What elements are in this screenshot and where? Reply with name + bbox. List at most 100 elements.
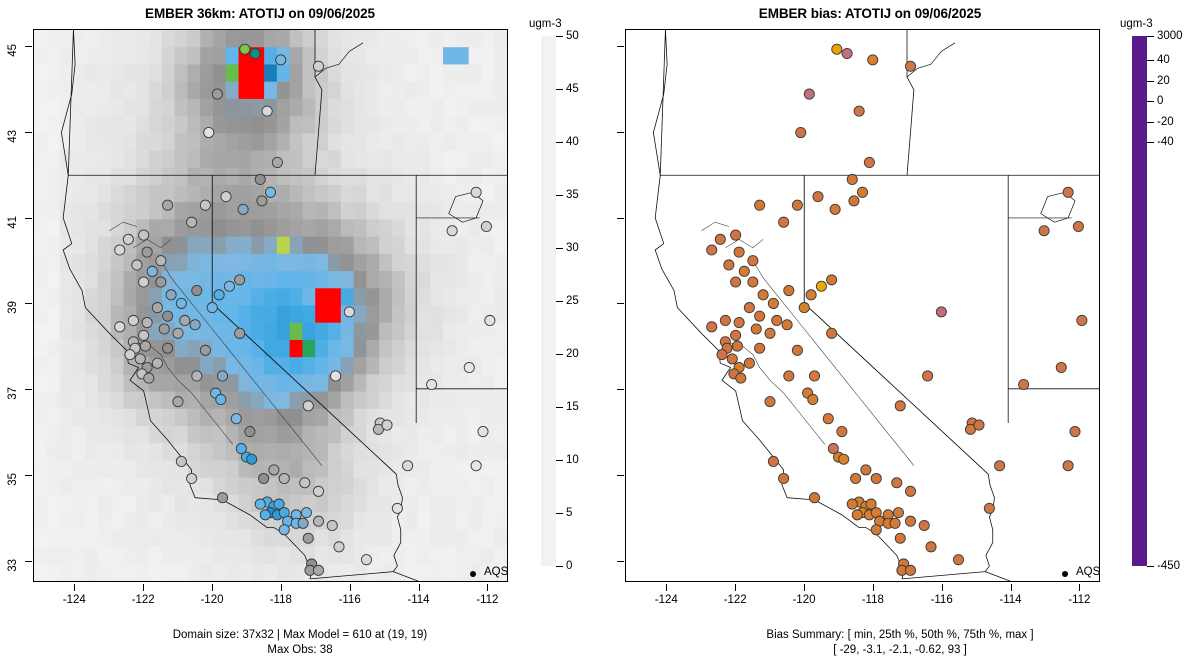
model-grid-cell xyxy=(264,81,278,100)
model-grid-cell xyxy=(34,322,48,341)
model-grid-cell xyxy=(276,219,291,238)
aqs-observation-point xyxy=(234,274,246,286)
aqs-observation-point xyxy=(138,229,150,241)
model-grid-cell xyxy=(251,322,265,341)
model-grid-cell xyxy=(353,305,367,324)
model-grid-cell xyxy=(174,98,189,117)
model-grid-cell xyxy=(302,408,316,427)
model-grid-cell xyxy=(443,374,457,393)
aqs-bias-point xyxy=(781,319,793,331)
model-grid-cell xyxy=(391,150,406,169)
aqs-observation-point xyxy=(138,276,150,288)
aqs-bias-point xyxy=(750,323,762,335)
model-grid-cell xyxy=(430,47,444,66)
model-grid-cell xyxy=(200,512,214,530)
model-grid-cell xyxy=(85,494,99,513)
x-tick-label: -124 xyxy=(62,594,86,606)
model-grid-cell xyxy=(174,426,189,444)
model-grid-cell xyxy=(494,408,507,427)
model-grid-cell xyxy=(391,64,406,83)
model-grid-cell xyxy=(443,236,457,255)
aqs-bias-point xyxy=(850,472,862,485)
model-grid-cell xyxy=(72,236,86,255)
y-tick-label: 45 xyxy=(7,44,19,57)
model-grid-cell xyxy=(72,98,86,117)
model-grid-cell xyxy=(455,288,470,307)
aqs-bias-point xyxy=(904,485,917,497)
model-grid-cell xyxy=(200,322,214,341)
model-grid-cell xyxy=(276,98,291,117)
y-tick-mark xyxy=(617,474,624,476)
model-grid-cell xyxy=(276,339,291,358)
model-grid-cell xyxy=(328,133,342,152)
international-boundary xyxy=(901,571,986,580)
model-grid-cell xyxy=(379,81,393,100)
model-grid-cell xyxy=(366,374,380,393)
model-grid-cell xyxy=(225,339,240,358)
aqs-bias-point xyxy=(754,199,766,211)
model-grid-cell xyxy=(353,116,367,134)
model-grid-cell xyxy=(59,529,73,548)
model-grid-cell xyxy=(85,271,99,289)
aqs-bias-point xyxy=(973,419,985,431)
colorbar-tick-label: 40 xyxy=(1157,53,1170,66)
model-grid-cell xyxy=(34,546,48,565)
model-grid-cell xyxy=(366,167,380,186)
model-grid-cell xyxy=(289,167,304,186)
model-grid-cell xyxy=(455,64,470,83)
state-boundary xyxy=(906,30,915,176)
model-grid-cell xyxy=(404,443,419,462)
model-grid-cell xyxy=(110,305,125,324)
model-grid-cell xyxy=(46,116,61,134)
model-grid-cell xyxy=(34,391,48,410)
model-grid-cell xyxy=(34,133,48,152)
model-grid-cell xyxy=(72,443,86,462)
aqs-bias-point xyxy=(815,280,827,292)
model-grid-cell xyxy=(212,253,227,272)
model-grid-cell xyxy=(494,64,507,83)
model-grid-cell xyxy=(417,563,431,581)
model-grid-cell xyxy=(200,253,214,272)
y-tick-label: 37 xyxy=(7,387,19,400)
model-grid-cell xyxy=(97,150,112,169)
model-grid-cell xyxy=(161,184,176,203)
aqs-legend-label: AQS xyxy=(484,566,509,578)
model-grid-cell xyxy=(225,460,240,479)
model-grid-cell xyxy=(72,167,86,186)
model-grid-cell xyxy=(161,47,176,66)
model-grid-cell xyxy=(72,150,86,169)
x-tick-label: -122 xyxy=(723,594,747,606)
aqs-bias-point xyxy=(846,498,858,510)
model-grid-cell xyxy=(85,81,99,100)
model-grid-cell xyxy=(481,47,495,66)
model-grid-cell xyxy=(302,443,316,462)
aqs-observation-point xyxy=(302,532,314,544)
model-grid-cell xyxy=(430,443,444,462)
model-grid-cell xyxy=(340,563,355,581)
aqs-observation-point xyxy=(446,225,458,237)
model-grid-cell xyxy=(161,150,176,169)
model-grid-cell xyxy=(97,546,112,565)
y-tick-mark xyxy=(25,46,32,48)
model-grid-cell xyxy=(353,219,367,238)
model-grid-cell xyxy=(59,47,73,66)
model-grid-cell xyxy=(85,529,99,548)
aqs-observation-point xyxy=(162,199,174,211)
model-grid-cell xyxy=(72,271,86,289)
model-grid-cell xyxy=(187,546,201,565)
x-tick-label: -118 xyxy=(861,594,884,606)
model-grid-cell xyxy=(289,236,304,255)
model-grid-cell xyxy=(200,408,214,427)
model-grid-cell xyxy=(110,133,125,152)
model-grid-cell xyxy=(443,408,457,427)
model-grid-cell xyxy=(353,529,367,548)
model-grid-cell xyxy=(200,81,214,100)
x-tick-mark xyxy=(872,584,874,591)
aqs-observation-point xyxy=(326,519,338,532)
model-grid-cell xyxy=(353,202,367,221)
model-grid-cell xyxy=(34,494,48,513)
model-grid-cell xyxy=(187,202,201,221)
aqs-bias-point xyxy=(754,310,766,322)
model-grid-cell xyxy=(59,64,73,83)
model-grid-cell xyxy=(238,512,252,530)
